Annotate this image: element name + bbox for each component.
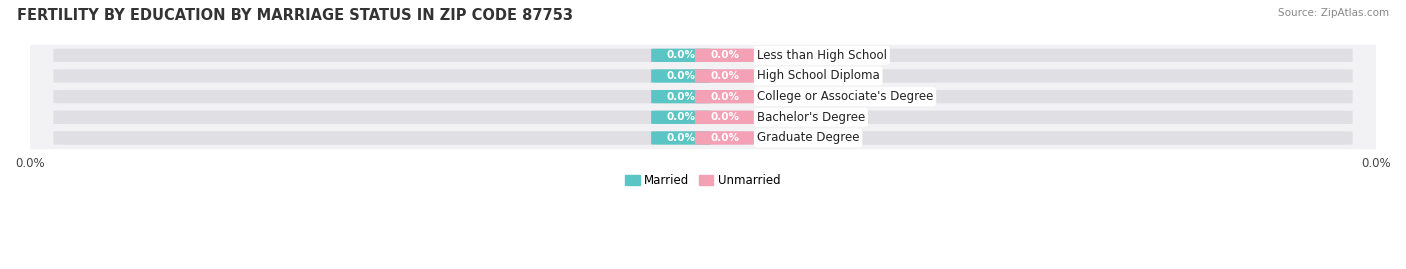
Bar xyxy=(30,86,1376,107)
FancyBboxPatch shape xyxy=(695,111,755,124)
FancyBboxPatch shape xyxy=(695,90,755,103)
Text: 0.0%: 0.0% xyxy=(710,112,740,122)
Text: 0.0%: 0.0% xyxy=(710,92,740,102)
FancyBboxPatch shape xyxy=(651,90,711,103)
Text: 0.0%: 0.0% xyxy=(666,112,696,122)
Text: College or Associate's Degree: College or Associate's Degree xyxy=(756,90,934,103)
Text: Bachelor's Degree: Bachelor's Degree xyxy=(756,111,865,124)
FancyBboxPatch shape xyxy=(695,49,755,62)
FancyBboxPatch shape xyxy=(651,111,711,124)
FancyBboxPatch shape xyxy=(53,90,1353,103)
Text: 0.0%: 0.0% xyxy=(666,92,696,102)
FancyBboxPatch shape xyxy=(53,69,1353,83)
Text: FERTILITY BY EDUCATION BY MARRIAGE STATUS IN ZIP CODE 87753: FERTILITY BY EDUCATION BY MARRIAGE STATU… xyxy=(17,8,572,23)
Bar xyxy=(30,128,1376,148)
Text: 0.0%: 0.0% xyxy=(710,71,740,81)
Text: 0.0%: 0.0% xyxy=(710,50,740,60)
Text: Graduate Degree: Graduate Degree xyxy=(756,132,859,144)
Bar xyxy=(30,45,1376,66)
FancyBboxPatch shape xyxy=(53,111,1353,124)
FancyBboxPatch shape xyxy=(651,49,711,62)
Text: Less than High School: Less than High School xyxy=(756,49,887,62)
Text: Source: ZipAtlas.com: Source: ZipAtlas.com xyxy=(1278,8,1389,18)
FancyBboxPatch shape xyxy=(695,131,755,145)
FancyBboxPatch shape xyxy=(695,69,755,83)
Bar xyxy=(30,107,1376,128)
FancyBboxPatch shape xyxy=(651,131,711,145)
Text: High School Diploma: High School Diploma xyxy=(756,69,880,83)
Text: 0.0%: 0.0% xyxy=(666,71,696,81)
Legend: Married, Unmarried: Married, Unmarried xyxy=(620,169,786,192)
Text: 0.0%: 0.0% xyxy=(710,133,740,143)
FancyBboxPatch shape xyxy=(53,49,1353,62)
Text: 0.0%: 0.0% xyxy=(666,133,696,143)
Text: 0.0%: 0.0% xyxy=(666,50,696,60)
FancyBboxPatch shape xyxy=(53,131,1353,145)
FancyBboxPatch shape xyxy=(651,69,711,83)
Bar xyxy=(30,66,1376,86)
